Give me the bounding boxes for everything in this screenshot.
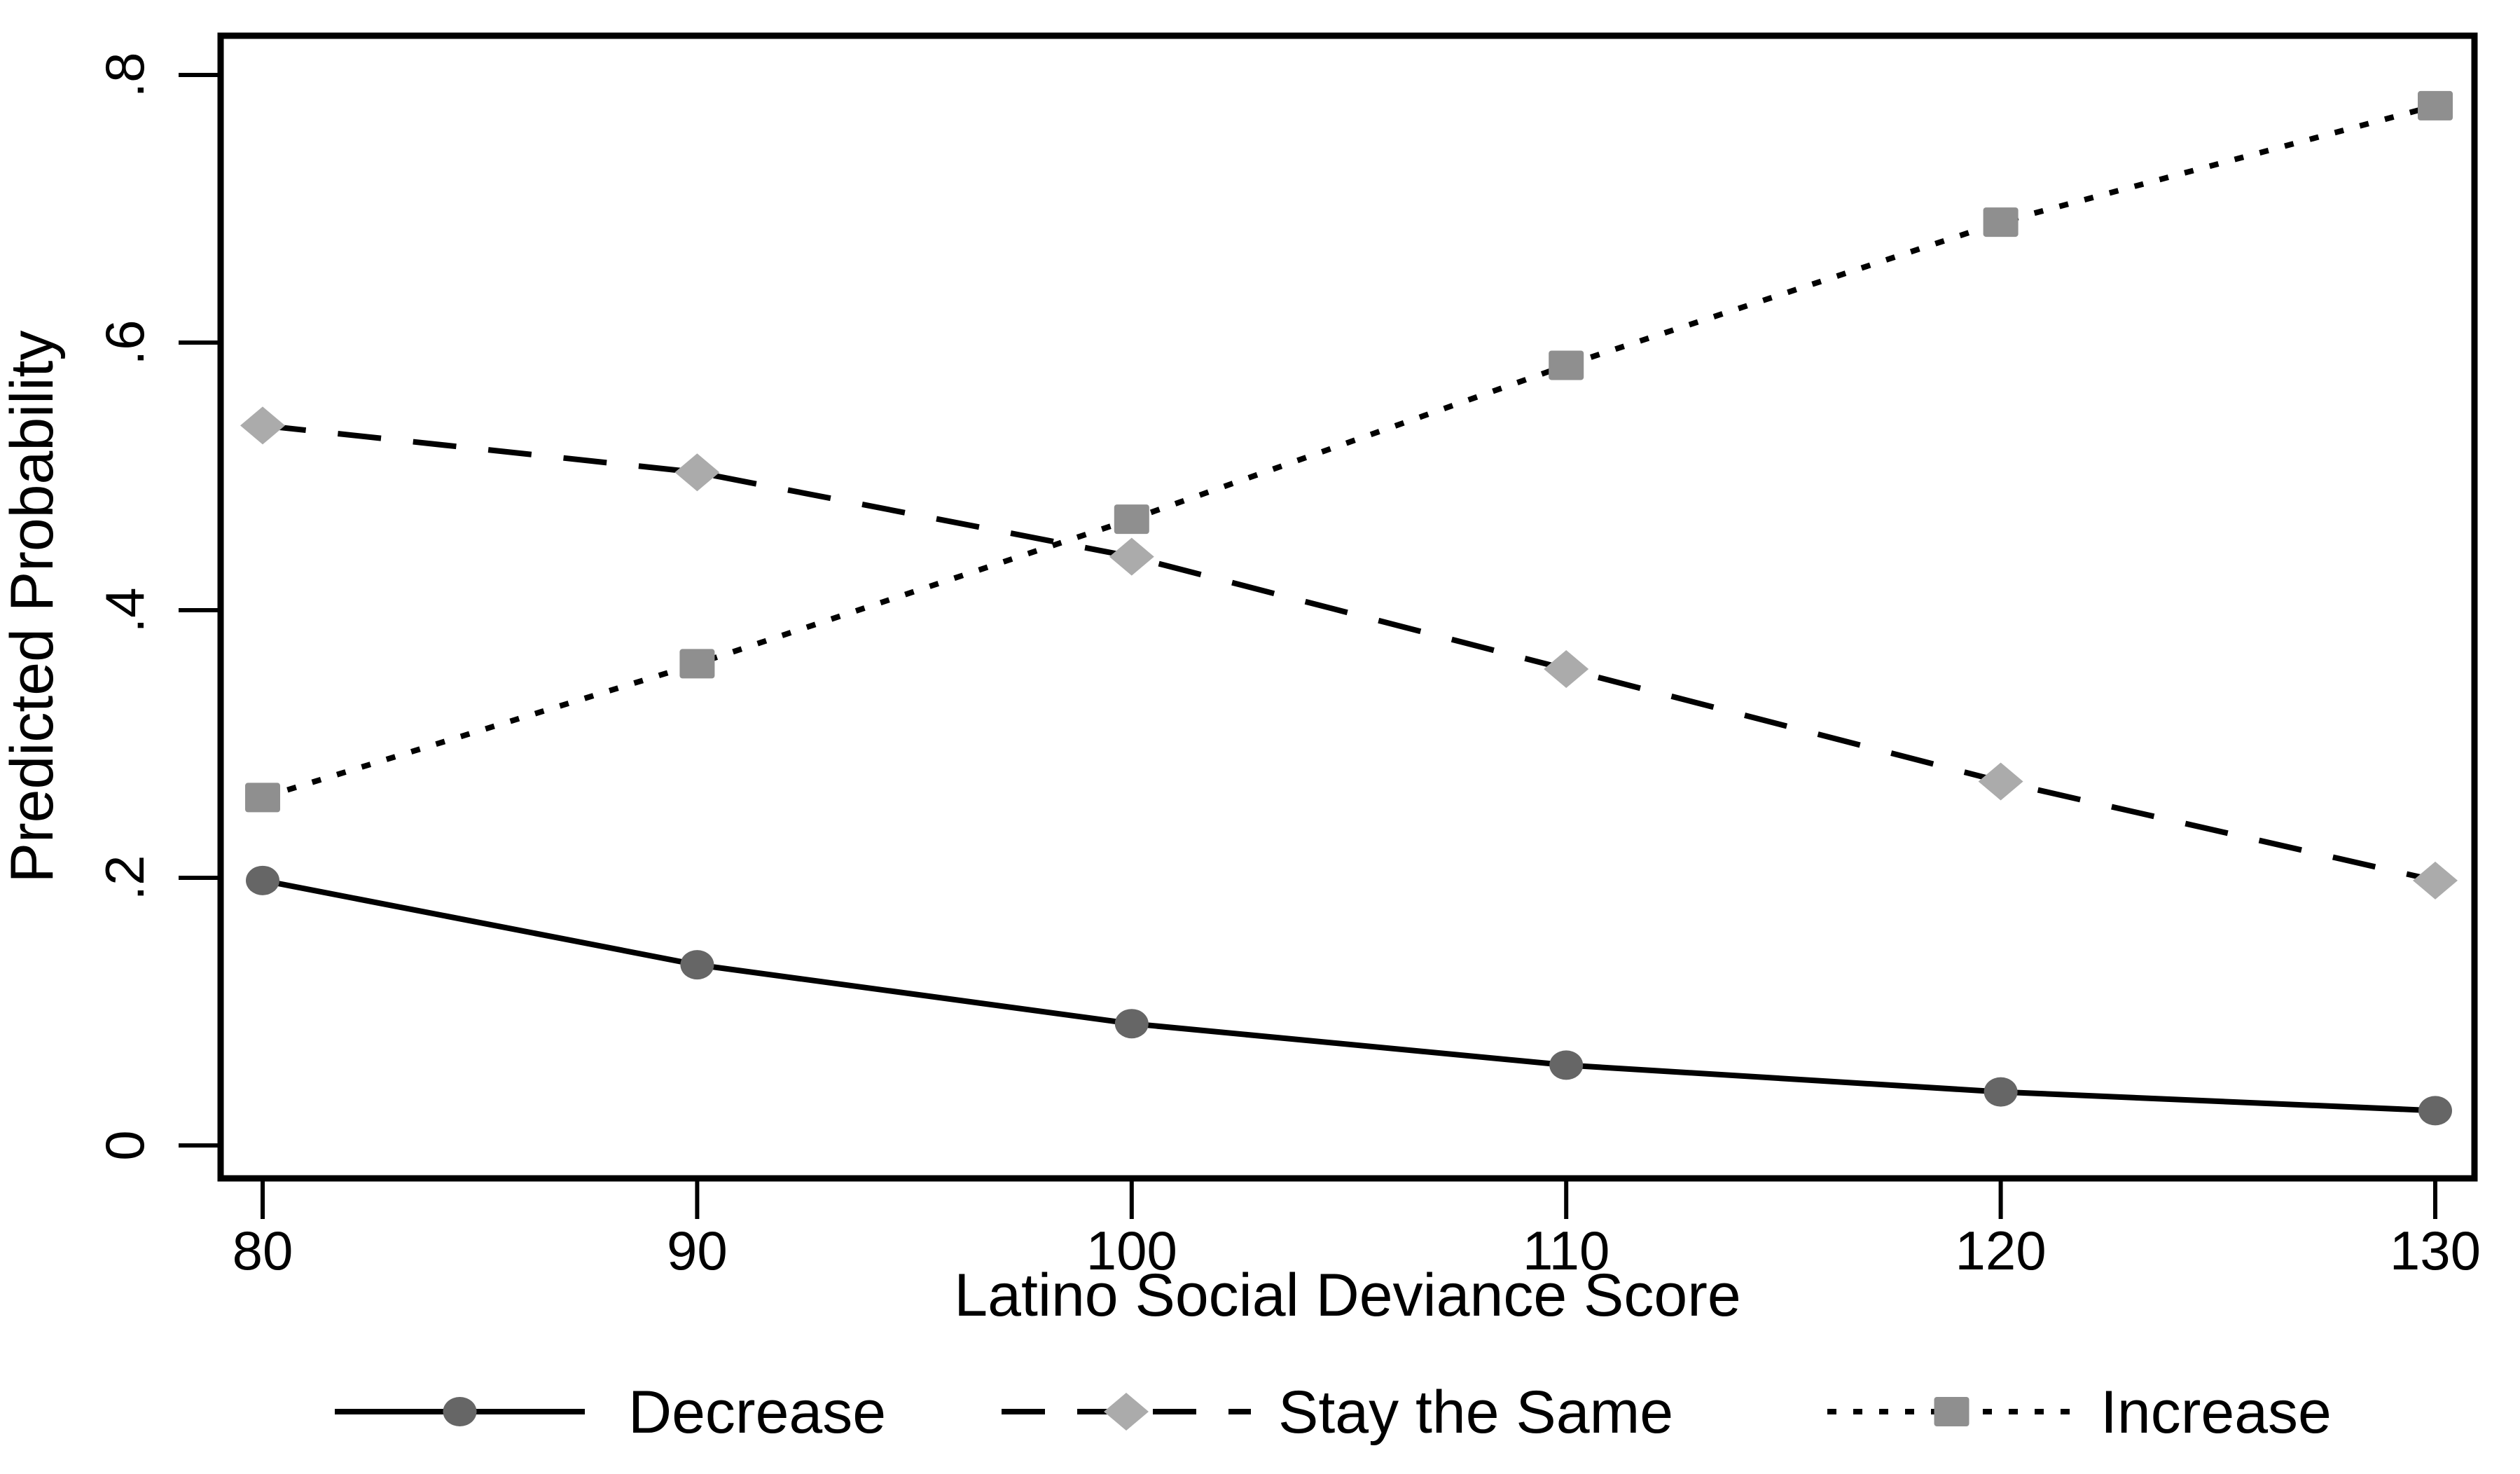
square-marker <box>679 649 715 679</box>
square-marker <box>2418 90 2453 120</box>
x-tick-label: 90 <box>667 1220 728 1281</box>
y-axis: 0 .2 .4 .6 .8 <box>94 52 221 1161</box>
diamond-marker <box>2413 861 2458 900</box>
y-axis-title: Predicted Probability <box>0 331 66 883</box>
series-stay-the-same <box>240 406 2458 900</box>
series-line-solid <box>262 877 2436 1114</box>
diamond-marker <box>1109 537 1154 576</box>
x-axis: 80 90 100 110 120 130 <box>233 1178 2481 1281</box>
series-decrease <box>246 865 2452 1126</box>
plot-frame <box>217 32 2478 1182</box>
x-tick-label: 110 <box>1523 1220 1609 1281</box>
diamond-marker <box>240 406 285 445</box>
circle-marker <box>1984 1077 2018 1107</box>
x-tick-label: 100 <box>1086 1220 1177 1281</box>
circle-marker <box>2418 1096 2452 1126</box>
x-tick-label: 80 <box>233 1220 293 1281</box>
y-tick-label: .2 <box>94 855 155 900</box>
series-line-dashed <box>262 422 2436 883</box>
diamond-marker-legend <box>1104 1393 1149 1431</box>
square-marker <box>1983 207 2019 237</box>
diamond-marker <box>1544 650 1589 689</box>
series-layer <box>240 90 2458 1126</box>
series-line-dotted <box>261 103 2437 801</box>
square-marker <box>1549 350 1584 380</box>
circle-marker <box>1114 1009 1149 1039</box>
square-marker <box>1114 504 1149 535</box>
diamond-marker <box>674 453 720 492</box>
legend: Decrease Stay the Same Increase <box>335 1379 2332 1446</box>
x-tick-label: 120 <box>1955 1220 2047 1281</box>
y-tick-label: .8 <box>94 52 155 97</box>
y-tick-label: .4 <box>94 587 155 633</box>
legend-label-increase: Increase <box>2100 1379 2332 1446</box>
circle-marker <box>246 865 279 895</box>
legend-label-stay-the-same: Stay the Same <box>1278 1379 1673 1446</box>
legend-sample-stay-the-same <box>1002 1393 1251 1431</box>
series-increase <box>245 90 2453 813</box>
legend-sample-increase <box>1827 1397 2076 1426</box>
square-marker <box>245 783 280 813</box>
circle-marker-legend <box>443 1397 477 1426</box>
y-tick-label: 0 <box>94 1130 155 1160</box>
circle-marker <box>1549 1050 1584 1080</box>
x-tick-label: 130 <box>2390 1220 2481 1281</box>
legend-label-decrease: Decrease <box>628 1379 886 1446</box>
x-axis-title: Latino Social Deviance Score <box>954 1262 1740 1329</box>
legend-sample-decrease <box>335 1397 585 1426</box>
circle-marker <box>680 950 714 980</box>
square-marker-legend <box>1934 1397 1969 1426</box>
y-tick-label: .6 <box>94 319 155 365</box>
diamond-marker <box>1978 762 2023 801</box>
